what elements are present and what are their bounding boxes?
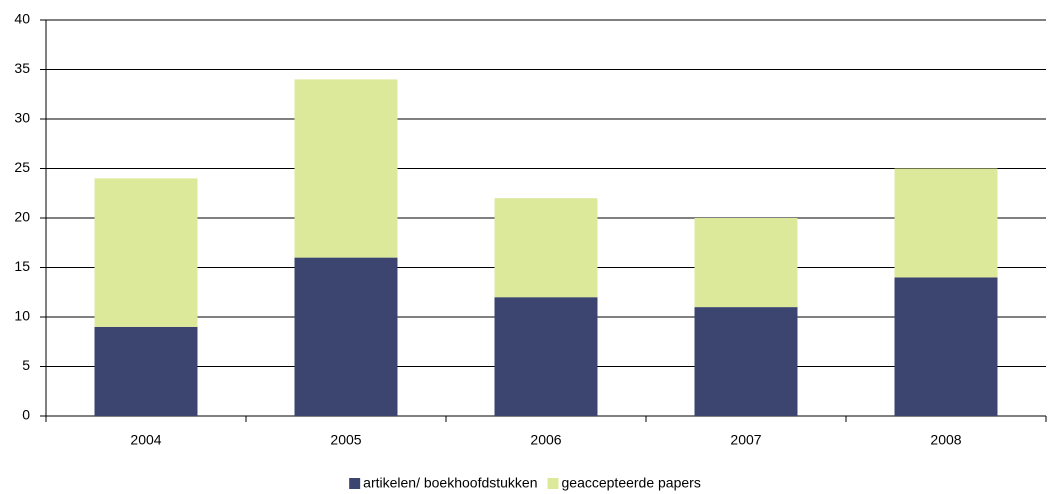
y-tick-label: 20 — [14, 209, 30, 225]
y-tick-label: 10 — [14, 308, 30, 324]
y-tick-label: 0 — [22, 407, 30, 423]
x-tick-label: 2006 — [530, 432, 561, 448]
legend-swatch — [547, 478, 559, 489]
bar-segment — [94, 178, 198, 327]
x-tick-label: 2004 — [130, 432, 161, 448]
y-tick-label: 30 — [14, 110, 30, 126]
legend-label: artikelen/ boekhoofdstukken — [363, 475, 537, 491]
x-tick-label: 2007 — [730, 432, 761, 448]
bar-segment — [894, 168, 998, 278]
bar-segment — [294, 257, 398, 416]
bar-segment — [494, 297, 598, 416]
bar-segment — [694, 307, 798, 416]
bar-segment — [94, 326, 198, 416]
x-tick-label: 2008 — [930, 432, 961, 448]
bar-segment — [894, 277, 998, 416]
y-tick-label: 15 — [14, 258, 30, 274]
legend-swatch — [349, 478, 361, 489]
bar-segment — [694, 218, 798, 308]
y-tick-label: 35 — [14, 60, 30, 76]
x-tick-label: 2005 — [330, 432, 361, 448]
legend-label: geaccepteerde papers — [562, 475, 701, 491]
bar-segment — [494, 198, 598, 298]
y-tick-label: 25 — [14, 159, 30, 175]
bar-segment — [294, 79, 398, 258]
y-tick-label: 5 — [22, 357, 30, 373]
y-tick-label: 40 — [14, 11, 30, 27]
